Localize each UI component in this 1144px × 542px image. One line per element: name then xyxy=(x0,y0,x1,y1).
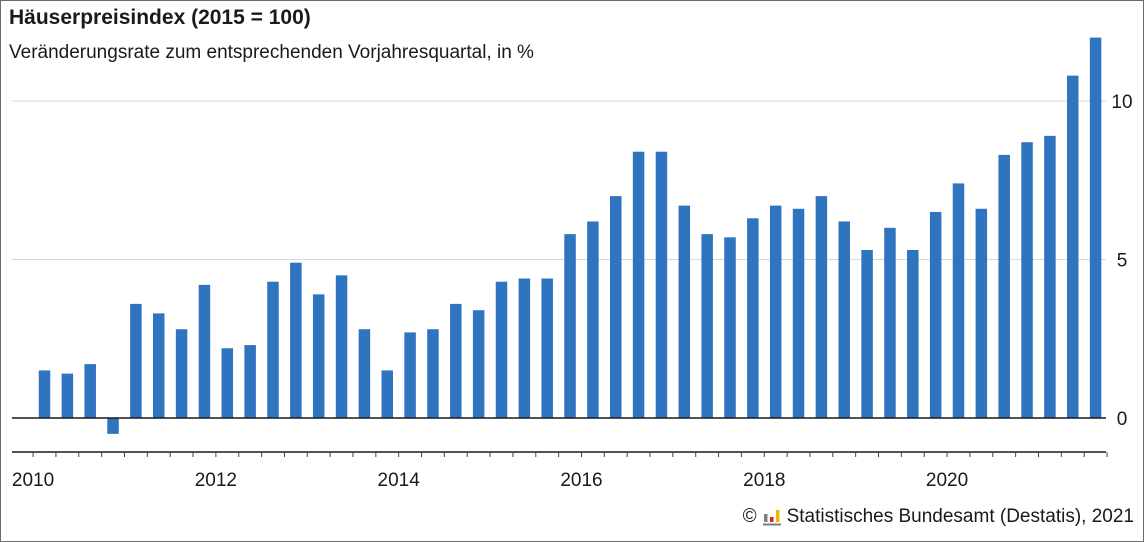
x-tick-label: 2014 xyxy=(378,470,421,491)
source-note: © Statistisches Bundesamt (Destatis), 20… xyxy=(743,506,1134,528)
bar xyxy=(290,262,302,418)
bar xyxy=(929,211,942,418)
bar xyxy=(495,281,508,418)
bar xyxy=(1021,142,1033,418)
y-tick-label: 5 xyxy=(1117,251,1128,272)
bar xyxy=(244,345,256,418)
x-tick-label: 2016 xyxy=(560,470,602,491)
bar xyxy=(518,278,531,418)
x-tick-label: 2012 xyxy=(195,470,237,491)
bar xyxy=(632,151,645,418)
bar xyxy=(472,310,485,418)
chart-title: Häuserpreisindex (2015 = 100) xyxy=(9,6,311,29)
bar xyxy=(84,364,96,418)
bar xyxy=(1089,37,1102,418)
bar xyxy=(107,418,119,434)
bar xyxy=(267,281,279,418)
bar xyxy=(975,208,988,418)
bar xyxy=(1044,135,1056,418)
bar xyxy=(884,227,896,418)
bar xyxy=(769,205,782,418)
y-tick-label: 0 xyxy=(1117,409,1128,430)
bar xyxy=(404,332,416,418)
bar xyxy=(587,221,599,418)
bar xyxy=(907,249,919,418)
bar xyxy=(792,208,805,418)
chart-subtitle: Veränderungsrate zum entsprechenden Vorj… xyxy=(9,42,534,63)
bar xyxy=(610,196,622,418)
bar xyxy=(952,183,965,418)
bar xyxy=(701,234,713,418)
copyright-icon: © xyxy=(742,506,757,527)
x-tick-label: 2020 xyxy=(926,470,968,491)
bar xyxy=(358,329,371,418)
bar xyxy=(541,278,553,418)
bar xyxy=(312,294,325,418)
y-tick-label: 10 xyxy=(1111,92,1132,113)
bar xyxy=(724,237,736,418)
bar xyxy=(678,205,691,418)
bar xyxy=(38,370,51,418)
x-tick-label: 2010 xyxy=(12,470,54,491)
bar xyxy=(198,284,211,418)
bar xyxy=(564,234,576,418)
bar xyxy=(427,329,439,418)
bar xyxy=(747,218,759,418)
destatis-logo-icon xyxy=(762,510,781,526)
source-text: Statistisches Bundesamt (Destatis), 2021 xyxy=(786,506,1134,527)
bar xyxy=(61,373,74,418)
bar xyxy=(153,313,165,418)
bar xyxy=(175,329,188,418)
bar xyxy=(221,348,234,418)
bar xyxy=(335,275,348,418)
bar xyxy=(838,221,850,418)
bar xyxy=(815,196,828,418)
x-tick-label: 2018 xyxy=(743,470,785,491)
bar xyxy=(450,303,462,418)
bar xyxy=(998,154,1010,418)
bar xyxy=(381,370,393,418)
bar xyxy=(861,249,873,418)
bar xyxy=(1067,75,1079,418)
bar xyxy=(130,303,142,418)
bar xyxy=(655,151,668,418)
